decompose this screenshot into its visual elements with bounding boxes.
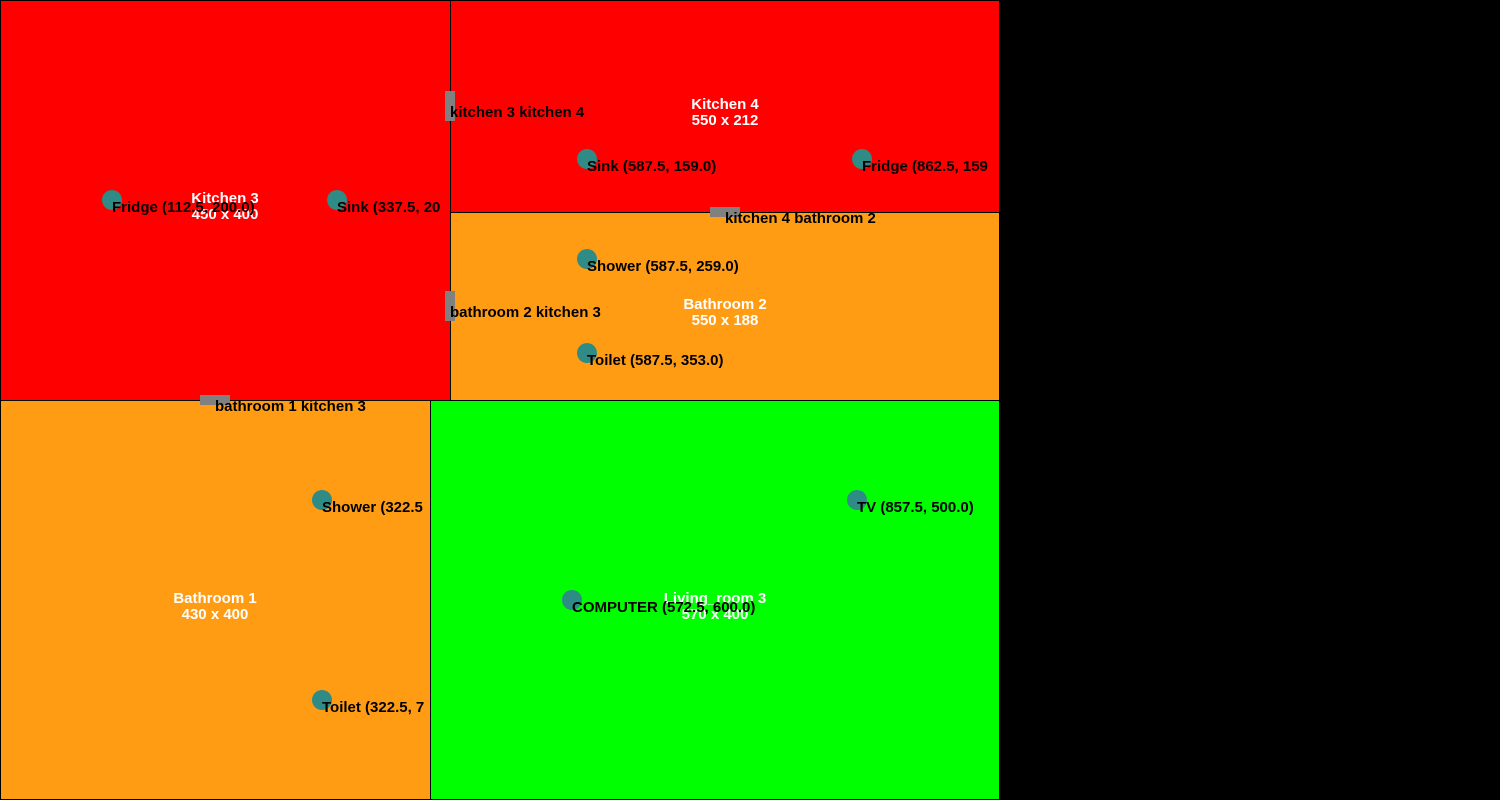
room-name: Bathroom 1 [173, 590, 257, 607]
tv-icon [847, 490, 867, 510]
room-name: Kitchen 3 [191, 190, 259, 207]
room-label-living-room-3: Living_room 3 570 x 400 [664, 591, 767, 623]
room-size: 550 x 212 [691, 112, 759, 129]
fixture-label-sink: Sink (337.5, 20 [337, 199, 441, 216]
fridge-icon [102, 190, 122, 210]
shower-icon [312, 490, 332, 510]
door-label-bathroom2-kitchen3: bathroom 2 kitchen 3 [450, 304, 601, 321]
fridge-icon [852, 149, 872, 169]
door-kitchen4-bathroom2 [710, 207, 740, 217]
room-name: Bathroom 2 [683, 296, 767, 313]
fixture-label-toilet: Toilet (322.5, 7 [322, 699, 425, 716]
door-bathroom1-kitchen3 [200, 395, 230, 405]
fixture-label-shower: Shower (322.5 [322, 499, 423, 516]
sink-icon [577, 149, 597, 169]
door-label-kitchen4-bathroom2: kitchen 4 bathroom 2 [725, 210, 876, 227]
toilet-icon [577, 343, 597, 363]
room-name: Kitchen 4 [691, 96, 759, 113]
room-kitchen-4 [450, 0, 1000, 213]
room-size: 570 x 400 [681, 606, 749, 623]
room-size: 450 x 400 [191, 206, 259, 223]
door-label-bathroom1-kitchen3: bathroom 1 kitchen 3 [215, 398, 366, 415]
floor-plan: kitchen 3 kitchen 4 kitchen 4 bathroom 2… [0, 0, 1000, 800]
fixture-label-fridge: Fridge (112.5, 200.0) [112, 199, 255, 216]
fixture-label-sink: Sink (587.5, 159.0) [587, 158, 717, 175]
fixture-label-computer: COMPUTER (572.5, 600.0) [572, 599, 756, 616]
shower-icon [577, 249, 597, 269]
fixture-label-toilet: Toilet (587.5, 353.0) [587, 352, 724, 369]
room-living-room-3 [430, 400, 1000, 800]
room-kitchen-3 [0, 0, 451, 401]
room-label-kitchen-3: Kitchen 3 450 x 400 [191, 191, 259, 223]
room-size: 550 x 188 [691, 312, 759, 329]
room-size: 430 x 400 [181, 606, 249, 623]
room-label-bathroom-2: Bathroom 2 550 x 188 [683, 297, 766, 329]
room-name: Living_room 3 [663, 590, 767, 607]
toilet-icon [312, 690, 332, 710]
door-kitchen3-kitchen4 [445, 91, 455, 121]
fixture-label-fridge: Fridge (862.5, 159 [862, 158, 988, 175]
fixture-label-shower: Shower (587.5, 259.0) [587, 258, 739, 275]
sink-icon [327, 190, 347, 210]
room-label-bathroom-1: Bathroom 1 430 x 400 [173, 591, 256, 623]
computer-icon [562, 590, 582, 610]
door-label-kitchen3-kitchen4: kitchen 3 kitchen 4 [450, 104, 585, 121]
room-bathroom-1 [0, 400, 431, 800]
door-bathroom2-kitchen3 [445, 291, 455, 321]
room-label-kitchen-4: Kitchen 4 550 x 212 [691, 97, 759, 129]
fixture-label-tv: TV (857.5, 500.0) [857, 499, 974, 516]
